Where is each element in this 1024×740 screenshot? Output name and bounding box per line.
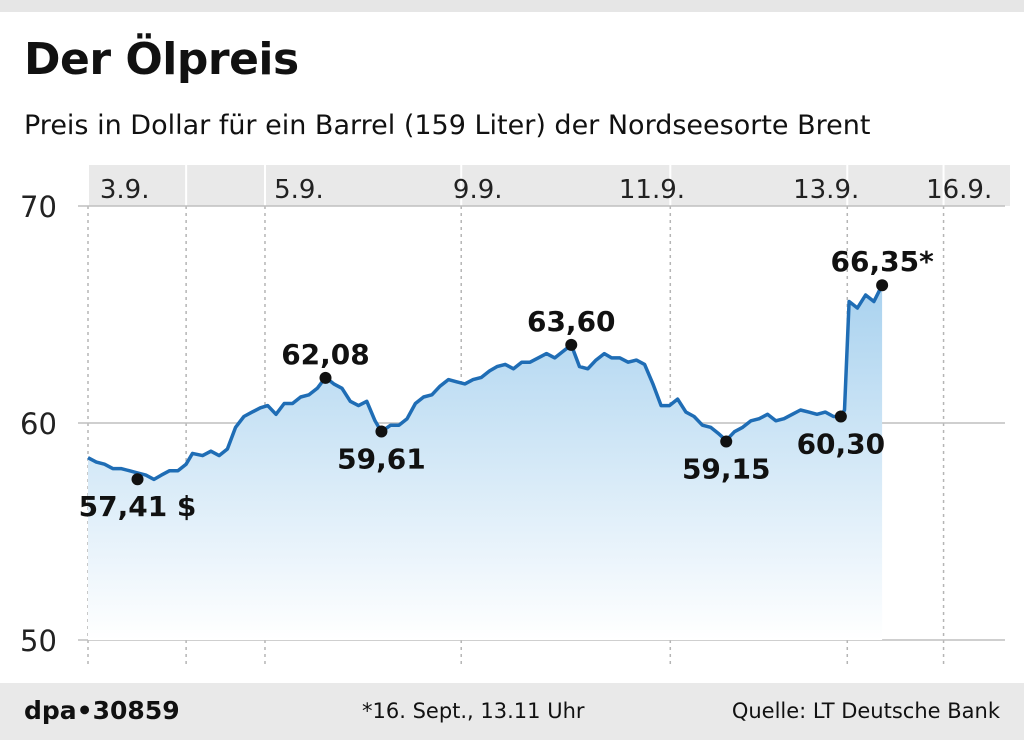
- data-point-marker: [131, 473, 144, 486]
- footer: dpa•30859 *16. Sept., 13.11 Uhr Quelle: …: [0, 683, 1024, 740]
- data-label: 59,15: [682, 452, 771, 485]
- top-strip: [0, 0, 1024, 12]
- y-tick-label: 70: [20, 190, 57, 224]
- chart-subtitle: Preis in Dollar für ein Barrel (159 Lite…: [24, 110, 871, 141]
- x-date-label: 5.9.: [274, 175, 324, 205]
- data-label: 57,41 $: [79, 490, 197, 523]
- date-band: [88, 165, 1010, 206]
- data-point-marker: [876, 279, 889, 292]
- y-tick-label: 60: [20, 407, 57, 441]
- data-point-marker: [375, 425, 388, 438]
- data-point-marker: [565, 338, 578, 351]
- data-point-marker: [834, 410, 847, 423]
- chart-title: Der Ölpreis: [24, 34, 299, 85]
- source-credit: Quelle: LT Deutsche Bank: [731, 699, 1000, 723]
- x-date-label: 11.9.: [619, 175, 685, 205]
- data-point-marker: [319, 371, 332, 384]
- dpa-logo: dpa•30859: [24, 696, 180, 725]
- x-date-label: 16.9.: [926, 175, 992, 205]
- y-tick-label: 50: [20, 624, 57, 658]
- data-label: 62,08: [281, 338, 370, 371]
- data-point-marker: [720, 435, 733, 448]
- footnote: *16. Sept., 13.11 Uhr: [362, 699, 585, 723]
- price-area: [88, 285, 883, 640]
- x-date-label: 9.9.: [453, 175, 503, 205]
- data-label: 60,30: [797, 427, 886, 460]
- x-date-label: 13.9.: [793, 175, 859, 205]
- data-label: 63,60: [527, 305, 616, 338]
- price-line: [87, 284, 884, 482]
- oil-price-chart: 50 60 70 3.9. 5.9. 9.9. 11.9. 13.9. 16.9. 57,41 $…: [20, 165, 1010, 668]
- x-date-label: 3.9.: [100, 175, 150, 205]
- data-label: 59,61: [337, 442, 426, 475]
- data-label: 66,35*: [831, 245, 935, 278]
